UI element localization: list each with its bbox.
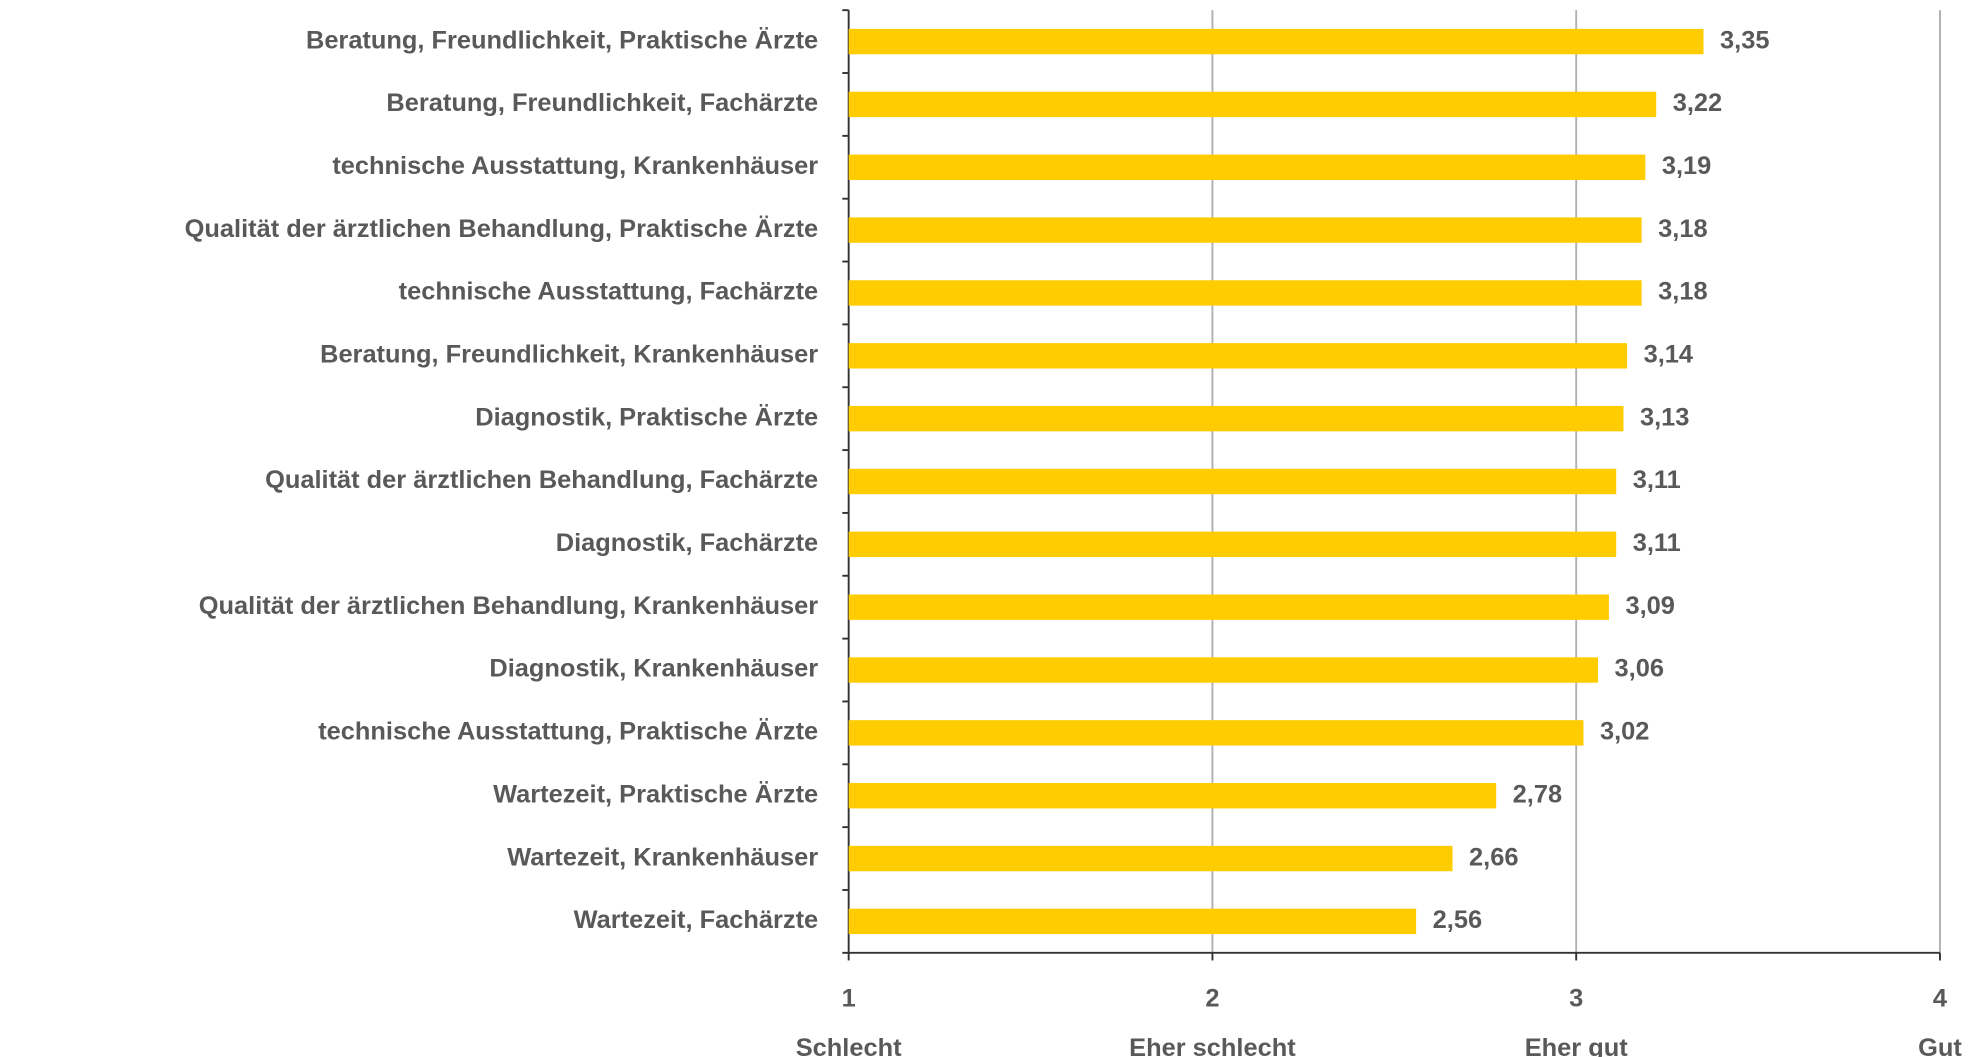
y-tick-label: Beratung, Freundlichkeit, Krankenhäuser (320, 341, 818, 369)
value-label: 3,13 (1640, 403, 1689, 431)
y-tick-label: Beratung, Freundlichkeit, Praktische Ärz… (306, 26, 818, 54)
x-tick-label: 3 (1569, 985, 1583, 1013)
value-label: 2,66 (1469, 843, 1518, 871)
value-label: 3,35 (1720, 26, 1769, 54)
bar (848, 343, 1628, 369)
y-tick-label: Qualität der ärztlichen Behandlung, Kran… (199, 592, 818, 620)
y-tick-label: Diagnostik, Krankenhäuser (489, 655, 818, 683)
y-tick-label: Wartezeit, Praktische Ärzte (493, 780, 818, 808)
value-label: 3,14 (1644, 341, 1693, 369)
bar (848, 154, 1646, 180)
bar (848, 657, 1599, 683)
bar (848, 217, 1642, 243)
y-tick-label: Qualität der ärztlichen Behandlung, Fach… (265, 466, 818, 494)
y-tick-label: Beratung, Freundlichkeit, Fachärzte (386, 89, 818, 117)
y-tick-label: technische Ausstattung, Krankenhäuser (332, 152, 818, 180)
bar (848, 531, 1617, 558)
value-label: 2,56 (1433, 906, 1482, 934)
x-tick-label: 1 (842, 985, 856, 1013)
value-label: 3,09 (1625, 592, 1674, 620)
y-tick-label: Diagnostik, Fachärzte (556, 529, 818, 557)
bar (848, 28, 1704, 55)
value-label: 3,22 (1673, 89, 1722, 117)
value-label: 3,18 (1658, 215, 1707, 243)
y-tick-label: Diagnostik, Praktische Ärzte (475, 403, 818, 431)
bar (848, 405, 1624, 432)
y-tick-label: technische Ausstattung, Fachärzte (399, 278, 819, 306)
x-tick-name: Schlecht (796, 1034, 902, 1057)
value-label: 2,78 (1513, 780, 1562, 808)
y-tick-label: technische Ausstattung, Praktische Ärzte (318, 718, 818, 746)
x-tick-label: 2 (1205, 985, 1219, 1013)
x-tick-name: Gut (1918, 1034, 1962, 1057)
value-label: 3,02 (1600, 718, 1649, 746)
y-tick-label: Qualität der ärztlichen Behandlung, Prak… (185, 215, 819, 243)
value-label: 3,11 (1633, 466, 1681, 494)
bar (848, 594, 1609, 620)
value-label: 3,18 (1658, 278, 1707, 306)
x-tick-name: Eher gut (1525, 1034, 1629, 1057)
value-label: 3,19 (1662, 152, 1711, 180)
bar (848, 783, 1497, 809)
bar (848, 91, 1657, 118)
bar (848, 280, 1642, 306)
x-tick-name: Eher schlecht (1129, 1034, 1296, 1057)
bar (848, 468, 1617, 495)
x-tick-label: 4 (1933, 985, 1947, 1013)
bar (848, 908, 1417, 935)
value-label: 3,06 (1615, 655, 1664, 683)
y-tick-label: Wartezeit, Fachärzte (574, 906, 819, 934)
y-tick-label: Wartezeit, Krankenhäuser (507, 843, 818, 871)
bar (848, 845, 1453, 872)
bar (848, 720, 1584, 746)
value-label: 3,11 (1633, 529, 1681, 557)
